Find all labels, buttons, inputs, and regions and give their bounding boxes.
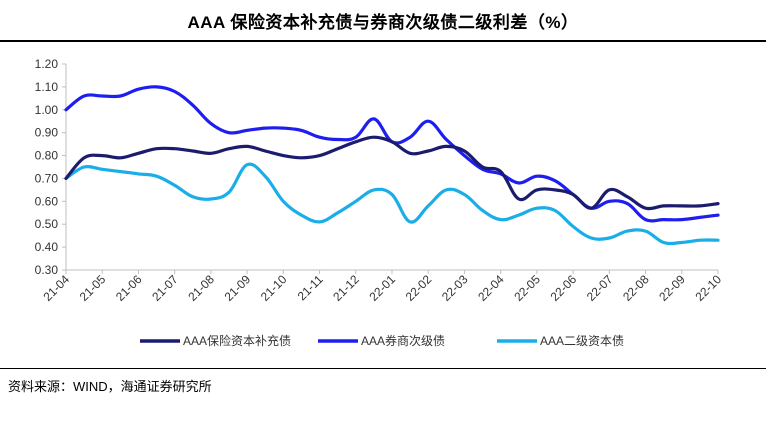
chart-title: AAA 保险资本补充债与券商次级债二级利差（%）: [187, 13, 579, 32]
series-line-3: [64, 162, 720, 246]
chart-title-bar: AAA 保险资本补充债与券商次级债二级利差（%）: [0, 0, 766, 42]
x-tick-label: 21-08: [185, 272, 217, 304]
y-tick-label: 0.70: [35, 171, 59, 185]
series-lines: [64, 85, 720, 246]
series-line-2: [64, 85, 720, 223]
legend-label-2: AAA券商次级债: [361, 333, 445, 348]
y-tick-label: 0.50: [35, 217, 59, 231]
y-tick-label: 0.30: [35, 263, 59, 277]
x-tick-label: 22-05: [511, 272, 543, 304]
x-axis: 21-04 21-05 21-06 21-07 21-08 21-09 21-10 21-11…: [41, 269, 725, 304]
x-tick-label: 21-10: [258, 272, 290, 304]
x-tick-label: 22-09: [656, 272, 688, 304]
x-tick-label: 21-12: [330, 272, 362, 304]
title-divider: [0, 40, 766, 42]
y-axis: 0.30 0.40 0.50 0.60 0.70 0.80 0.90 1.00 1.10 1.20: [35, 57, 67, 277]
x-tick-label: 22-03: [439, 272, 471, 304]
x-tick-label: 21-11: [295, 272, 326, 303]
y-tick-label: 0.60: [35, 194, 59, 208]
x-tick-label: 22-01: [367, 272, 399, 304]
x-tick-label: 22-02: [403, 272, 435, 304]
footer-divider: [0, 368, 766, 369]
x-tick-label: 21-06: [113, 272, 145, 304]
y-tick-label: 0.90: [35, 126, 59, 140]
source-note: 资料来源：WIND，海通证券研究所: [8, 379, 212, 394]
legend-label-3: AAA二级资本债: [540, 334, 624, 348]
legend: AAA保险资本补充债 AAA券商次级债 AAA二级资本债: [140, 333, 624, 348]
x-tick-label: 22-10: [693, 272, 725, 304]
x-tick-label: 22-07: [584, 272, 616, 304]
y-tick-label: 0.80: [35, 149, 59, 163]
y-tick-label: 0.40: [35, 240, 59, 254]
y-tick-label: 1.00: [35, 103, 59, 117]
line-chart: 0.30 0.40 0.50 0.60 0.70 0.80 0.90 1.00 1.10 1.20…: [35, 57, 725, 348]
series-line-1: [64, 135, 720, 211]
y-tick-label: 1.20: [35, 57, 59, 71]
x-tick-label: 21-05: [77, 272, 109, 304]
x-tick-label: 21-07: [149, 272, 181, 304]
x-tick-label: 21-09: [222, 272, 254, 304]
y-tick-label: 1.10: [35, 80, 59, 94]
x-tick-label: 22-06: [548, 272, 580, 304]
legend-label-1: AAA保险资本补充债: [183, 333, 291, 348]
x-tick-label: 22-08: [620, 272, 652, 304]
x-tick-label: 22-04: [475, 272, 507, 304]
